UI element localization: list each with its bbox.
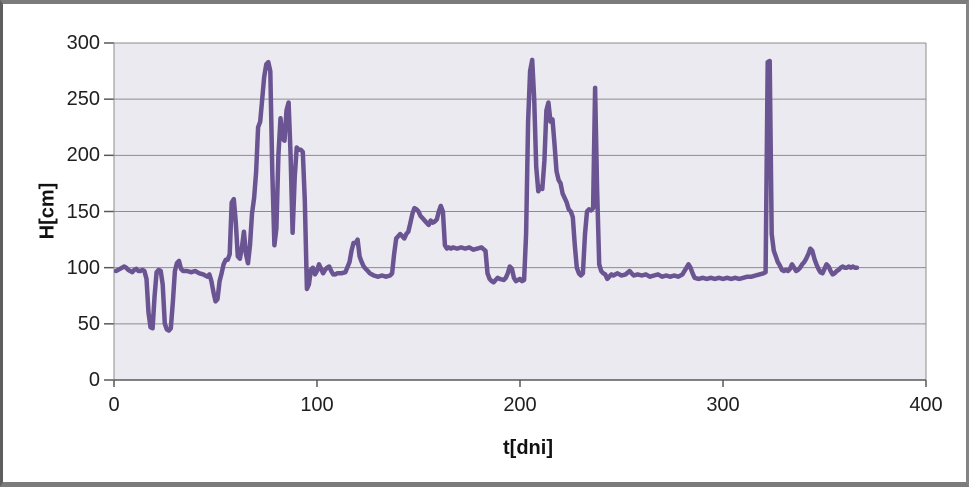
x-axis-title: t[dni] <box>503 437 553 459</box>
x-tick-label: 200 <box>503 394 537 416</box>
x-tick-label: 300 <box>706 394 740 416</box>
y-tick-label: 300 <box>66 32 100 54</box>
y-tick-label: 250 <box>66 88 100 111</box>
y-axis-title: H[cm] <box>36 182 59 240</box>
x-tick-label: 100 <box>300 394 334 416</box>
y-tick-label: 150 <box>66 200 100 223</box>
y-tick-label: 200 <box>66 144 100 167</box>
x-tick-label: 400 <box>909 394 943 416</box>
y-tick-label: 50 <box>77 312 100 335</box>
y-tick-label: 0 <box>88 369 100 391</box>
series-line <box>113 57 860 333</box>
y-tick-label: 100 <box>66 256 100 279</box>
x-tick-label: 0 <box>108 394 120 416</box>
